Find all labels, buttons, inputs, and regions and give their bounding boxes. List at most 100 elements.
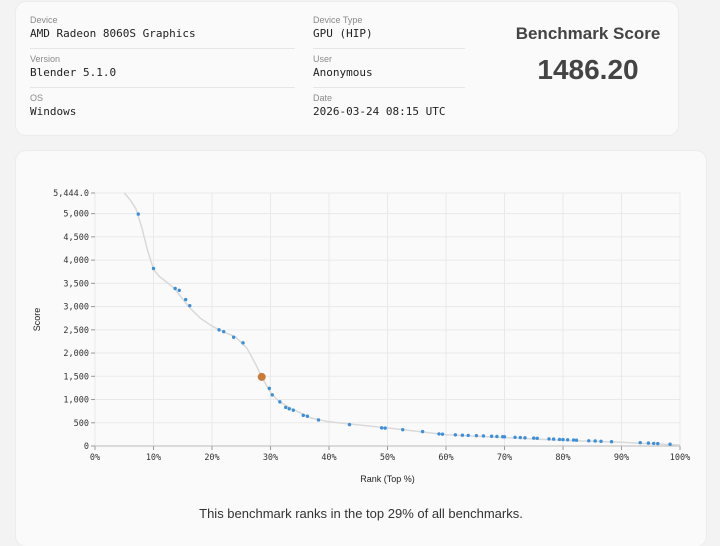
benchmark-score-value: 1486.20	[537, 54, 639, 85]
data-point	[557, 437, 562, 442]
benchmark-score-title: Benchmark Score	[515, 24, 661, 43]
data-point	[593, 439, 597, 443]
x-axis-label: Rank (Top %)	[360, 474, 415, 484]
y-tick-label: 4,000	[63, 256, 89, 266]
data-point	[284, 405, 288, 410]
date-value: 2026-03-24 08:15 UTC	[313, 105, 446, 118]
data-point	[217, 328, 221, 332]
current-benchmark-marker	[257, 372, 266, 381]
os-field: OS Windows	[30, 93, 295, 131]
data-point	[565, 438, 570, 442]
chart-grid	[94, 192, 681, 447]
data-point	[523, 436, 527, 440]
device-type-value: GPU (HIP)	[313, 27, 373, 40]
data-point	[270, 393, 274, 397]
data-point	[609, 440, 614, 444]
data-point	[599, 439, 603, 444]
x-tick-label: 80%	[555, 453, 570, 463]
data-point	[668, 442, 672, 446]
data-point	[646, 441, 651, 445]
y-tick-label: 1,500	[63, 372, 89, 382]
rank-scatter-chart: 0% 10% 20% 30% 40% 50% 60% 70% 80% 90% 100% 0 500 1,0…	[32, 189, 690, 484]
y-tick-label: 1,000	[63, 396, 89, 406]
data-point	[440, 432, 445, 436]
x-tick-label: 90%	[614, 453, 629, 463]
data-point	[383, 426, 387, 430]
os-value: Windows	[30, 105, 77, 118]
data-point	[460, 433, 465, 437]
benchmark-points	[136, 212, 672, 446]
data-point	[587, 439, 591, 443]
data-point	[401, 428, 405, 432]
x-tick-label: 60%	[438, 453, 453, 463]
benchmark-info-card: Device AMD Radeon 8060S Graphics Version…	[16, 2, 678, 135]
data-point	[489, 434, 494, 438]
rank-caption: This benchmark ranks in the top 29% of a…	[199, 506, 523, 521]
data-point	[347, 422, 352, 427]
data-point	[437, 432, 441, 436]
x-tick-label: 30%	[263, 453, 278, 463]
y-tick-label: 5,444.0	[53, 189, 89, 199]
device-label: Device	[30, 15, 58, 25]
x-tick-label: 100%	[670, 453, 690, 463]
data-point	[651, 441, 656, 446]
date-field: Date 2026-03-24 08:15 UTC	[313, 93, 465, 131]
date-label: Date	[313, 93, 333, 103]
device-type-label: Device Type	[313, 15, 363, 25]
chart-axes: 0% 10% 20% 30% 40% 50% 60% 70% 80% 90% 100% 0 500 1,0…	[53, 189, 690, 463]
data-point	[571, 438, 576, 442]
y-axis-label: Score	[32, 308, 42, 332]
y-tick-label: 2,500	[63, 326, 89, 336]
device-field: Device AMD Radeon 8060S Graphics	[30, 15, 295, 53]
x-tick-label: 50%	[380, 453, 395, 463]
data-point	[151, 266, 156, 271]
data-point	[177, 288, 181, 293]
data-point	[267, 386, 272, 391]
data-point	[481, 434, 486, 438]
version-field: Version Blender 5.1.0	[30, 54, 295, 92]
x-tick-label: 70%	[497, 453, 512, 463]
x-tick-label: 10%	[146, 453, 161, 463]
data-point	[173, 286, 177, 291]
y-tick-label: 3,000	[63, 303, 89, 313]
data-point	[305, 414, 310, 418]
user-value: Anonymous	[313, 66, 373, 79]
device-value: AMD Radeon 8060S Graphics	[30, 27, 196, 40]
data-point	[638, 440, 642, 445]
data-point	[231, 335, 236, 339]
data-point	[301, 413, 305, 418]
os-label: OS	[30, 93, 44, 103]
device-type-field: Device Type GPU (HIP)	[313, 15, 465, 53]
data-point	[532, 436, 536, 440]
data-point	[188, 303, 192, 308]
distribution-curve	[123, 192, 681, 446]
data-point	[551, 437, 556, 441]
data-point	[561, 437, 565, 442]
data-point	[502, 435, 507, 439]
user-field: User Anonymous	[313, 54, 465, 92]
y-tick-label: 500	[74, 419, 89, 429]
divider	[30, 87, 295, 88]
data-point	[547, 437, 551, 441]
user-label: User	[313, 54, 333, 64]
y-tick-label: 4,500	[63, 233, 89, 243]
data-point	[278, 400, 282, 404]
x-tick-label: 0%	[90, 453, 100, 463]
data-point	[466, 433, 470, 438]
divider	[313, 87, 465, 88]
y-tick-label: 5,000	[63, 210, 89, 220]
data-point	[379, 426, 384, 430]
y-tick-label: 0	[84, 442, 89, 452]
x-tick-label: 20%	[204, 453, 219, 463]
data-point	[222, 329, 226, 334]
y-tick-label: 3,500	[63, 279, 89, 289]
version-label: Version	[30, 54, 61, 64]
data-point	[574, 438, 579, 442]
data-point	[287, 407, 291, 411]
data-point	[136, 212, 140, 216]
data-point	[513, 435, 517, 439]
rank-chart-card: 0% 10% 20% 30% 40% 50% 60% 70% 80% 90% 100% 0 500 1,0…	[16, 151, 706, 546]
divider	[30, 48, 295, 49]
data-point	[420, 429, 425, 434]
x-tick-label: 40%	[321, 453, 336, 463]
